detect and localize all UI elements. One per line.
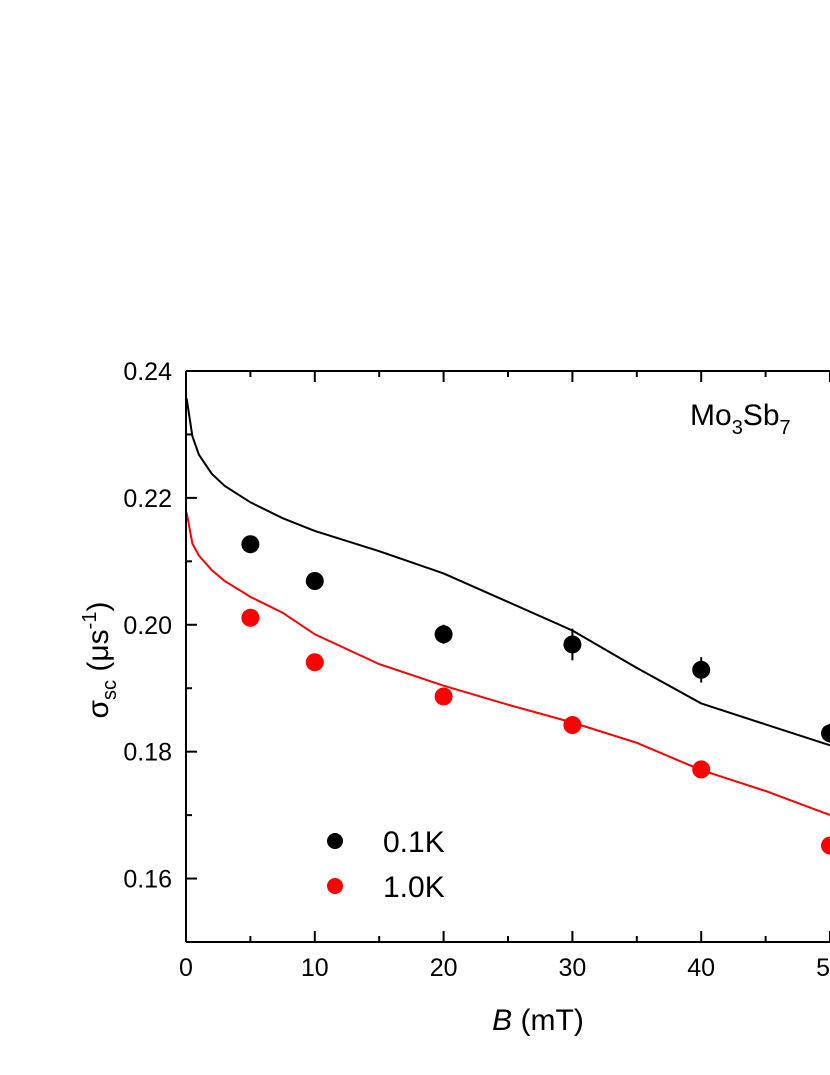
data-point: [821, 836, 830, 855]
fit-curve-1: [185, 512, 830, 817]
fit-curve-0: [185, 398, 830, 747]
legend-label-0-1k: 0.1K: [383, 826, 445, 859]
x-tick-label: 20: [430, 954, 458, 982]
y-tick-label: 0.18: [123, 739, 172, 767]
x-tick-label: 10: [301, 954, 329, 982]
data-point: [305, 653, 324, 672]
y-axis-label: σsc (μs-1): [79, 602, 121, 719]
y-tick-label: 0.24: [123, 358, 172, 386]
fit-curves: [185, 398, 830, 817]
y-tick-label: 0.22: [123, 485, 172, 513]
data-point: [241, 608, 260, 627]
data-points: [241, 535, 830, 855]
data-point: [563, 716, 582, 735]
x-tick-label: 0: [179, 954, 193, 982]
x-tick-label: 40: [687, 954, 715, 982]
axes: 0 10 20 30 40 50 0.16 0.18 0.20 0.22 0.24: [123, 358, 830, 982]
y-tick-label: 0.20: [123, 612, 172, 640]
x-tick-label: 30: [558, 954, 586, 982]
data-point: [434, 687, 453, 706]
legend-label-1-0k: 1.0K: [383, 871, 445, 904]
chart-annotation: Mo3Sb7: [690, 399, 791, 439]
data-point: [241, 535, 260, 554]
legend: 0.1K 1.0K: [327, 826, 445, 904]
data-point: [692, 660, 711, 679]
data-point: [305, 572, 324, 591]
x-axis-label: B (mT): [492, 1004, 584, 1037]
data-point: [434, 625, 453, 644]
data-point: [692, 760, 711, 779]
data-point: [821, 724, 830, 743]
y-tick-label: 0.16: [123, 866, 172, 894]
legend-marker-1-0k: [327, 878, 343, 894]
x-tick-label: 50: [816, 954, 830, 982]
legend-marker-0-1k: [327, 833, 343, 849]
data-point: [563, 635, 582, 654]
